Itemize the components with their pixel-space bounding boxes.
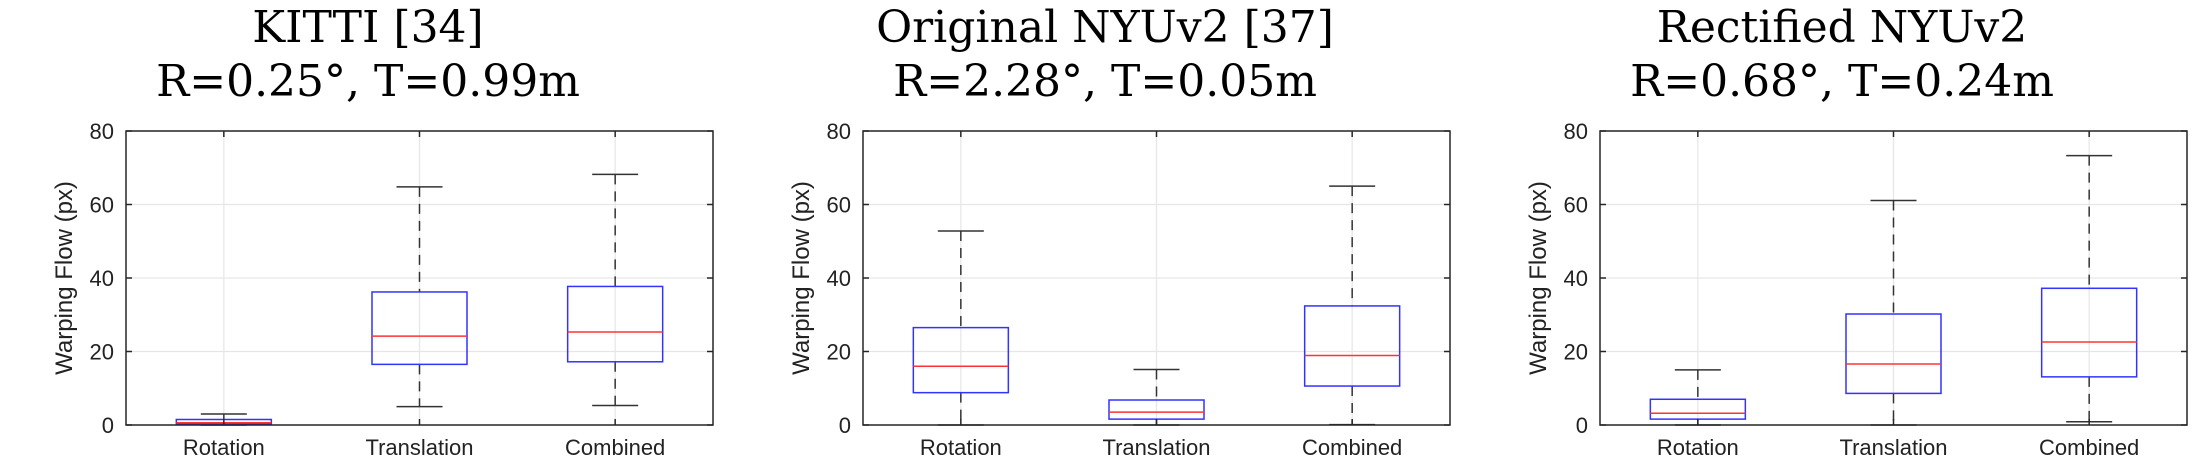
chart-panel-3: Rectified NYUv2 R=0.68°, T=0.24m 0 20 40 60… (1474, 0, 2210, 472)
y-tick-label: 80 (827, 119, 851, 144)
y-tick-label: 40 (1564, 266, 1588, 291)
x-tick-label: Translation (1839, 435, 1947, 460)
y-tick-label: 80 (90, 119, 114, 144)
box-iqr (566, 285, 664, 363)
chart-title: Original NYUv2 [37] (876, 2, 1334, 53)
boxplot-svg: 0 20 40 60 80 Rotation Translation Combined Warp… (1525, 119, 2188, 460)
y-axis-label: Warping Flow (px) (51, 181, 78, 375)
y-tick-label: 0 (102, 413, 114, 438)
chart-subtitle: R=0.68°, T=0.24m (1630, 56, 2054, 107)
y-tick-label: 40 (827, 266, 851, 291)
y-tick-label: 20 (827, 340, 851, 365)
chart-panel-1: KITTI [34] R=0.25°, T=0.99m 0 20 40 60 80 Rot… (0, 0, 736, 472)
x-tick-label: Rotation (920, 435, 1002, 460)
y-tick-label: 40 (90, 266, 114, 291)
x-tick-label: Translation (1102, 435, 1210, 460)
boxplot-svg: 0 20 40 60 80 Rotation Translation Combined Warp… (51, 119, 714, 460)
y-tick-label: 60 (827, 193, 851, 218)
y-tick-label: 80 (1564, 119, 1588, 144)
y-tick-label: 20 (1564, 340, 1588, 365)
y-tick-label: 0 (1576, 413, 1588, 438)
y-axis-label: Warping Flow (px) (1525, 181, 1552, 375)
x-tick-label: Combined (565, 435, 665, 460)
y-axis-label: Warping Flow (px) (788, 181, 815, 375)
y-tick-label: 0 (839, 413, 851, 438)
box-iqr (912, 326, 1010, 394)
y-tick-label: 60 (1564, 193, 1588, 218)
chart-subtitle: R=2.28°, T=0.05m (893, 56, 1317, 107)
boxplot-svg: 0 20 40 60 80 Rotation Translation Combined Warp… (788, 119, 1451, 460)
y-tick-label: 20 (90, 340, 114, 365)
box-iqr (1845, 313, 1942, 395)
box-iqr (1303, 305, 1401, 387)
y-tick-label: 60 (90, 193, 114, 218)
box-iqr (371, 291, 468, 366)
x-tick-label: Rotation (1657, 435, 1739, 460)
x-tick-label: Combined (2039, 435, 2139, 460)
chart-panel-2: Original NYUv2 [37] R=2.28°, T=0.05m 0 20… (737, 0, 1473, 472)
chart-subtitle: R=0.25°, T=0.99m (156, 56, 580, 107)
x-tick-label: Rotation (183, 435, 265, 460)
chart-title: Rectified NYUv2 (1656, 2, 2028, 53)
x-tick-label: Translation (365, 435, 473, 460)
x-tick-label: Combined (1302, 435, 1402, 460)
box-iqr (2040, 287, 2138, 378)
chart-title: KITTI [34] (252, 2, 484, 53)
